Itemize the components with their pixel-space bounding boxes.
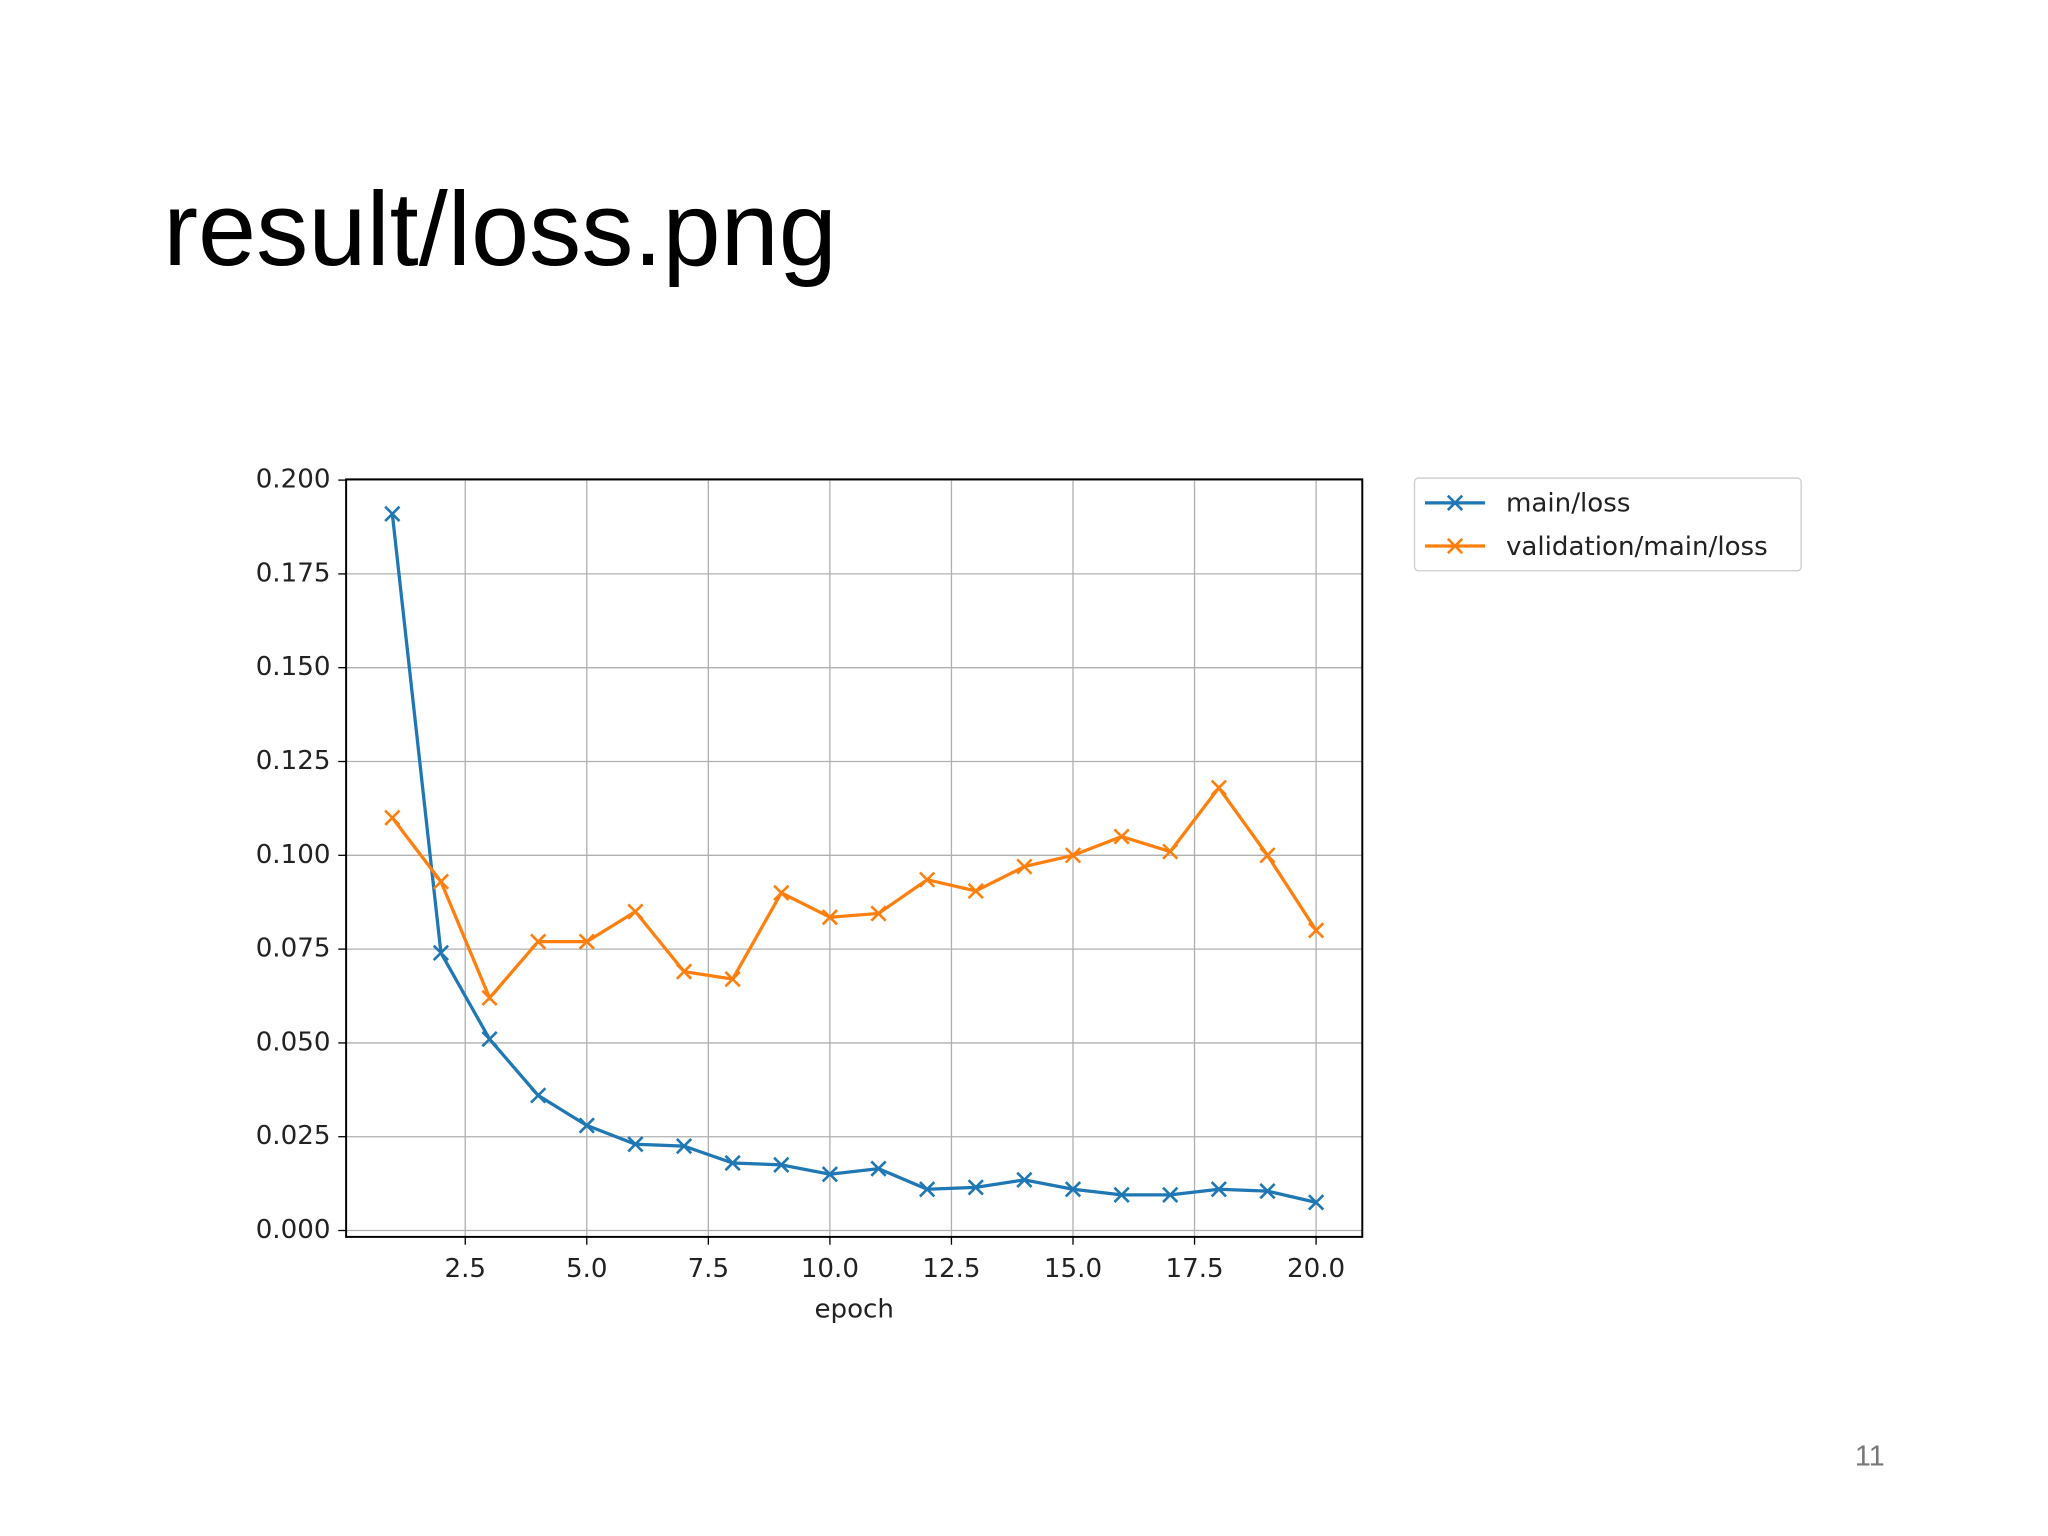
marker [578, 1117, 595, 1134]
marker [384, 809, 401, 826]
x-tick-label: 7.5 [688, 1254, 730, 1284]
y-tick-label: 0.200 [256, 465, 331, 495]
marker [1446, 494, 1464, 511]
page-number: 11 [1855, 1440, 1885, 1472]
marker [1113, 828, 1130, 845]
marker [1162, 843, 1179, 860]
marker [724, 971, 741, 988]
marker [919, 871, 936, 888]
marker [967, 1179, 984, 1196]
marker [821, 1166, 839, 1183]
marker [627, 1136, 644, 1153]
marker [530, 933, 547, 950]
legend-label: validation/main/loss [1506, 532, 1768, 562]
marker [1259, 1183, 1276, 1200]
marker [481, 1031, 498, 1048]
y-tick-label: 0.125 [256, 746, 331, 776]
plot-frame [345, 478, 1364, 1238]
legend-box [1413, 477, 1802, 572]
marker [530, 1087, 547, 1104]
x-tick-label: 17.5 [1165, 1254, 1223, 1284]
marker [578, 933, 595, 950]
y-tick-label: 0.100 [256, 840, 331, 870]
marker [1064, 1181, 1082, 1198]
x-tick-label: 10.0 [801, 1254, 859, 1284]
marker [919, 1181, 936, 1198]
series-line [390, 513, 1317, 1204]
y-tick-label: 0.150 [256, 652, 331, 682]
x-tick-label: 12.5 [922, 1254, 980, 1284]
x-tick-label: 20.0 [1287, 1254, 1345, 1284]
marker [627, 903, 644, 920]
series-line [391, 785, 1318, 1001]
x-tick-label: 15.0 [1044, 1254, 1102, 1284]
marker [1446, 537, 1464, 555]
y-tick-label: 0.075 [256, 934, 331, 964]
slide-title: result/loss.png [163, 171, 837, 288]
marker [870, 905, 887, 922]
marker [1307, 1194, 1325, 1211]
marker [1113, 1186, 1130, 1203]
y-tick-label: 0.175 [256, 558, 331, 588]
marker [481, 989, 498, 1006]
marker [773, 884, 790, 901]
x-tick-label: 5.0 [566, 1254, 608, 1284]
marker [384, 505, 401, 522]
marker [675, 963, 693, 980]
x-tick-label: 2.5 [444, 1254, 486, 1284]
x-axis-label: epoch [814, 1295, 894, 1325]
y-tick-label: 0.000 [256, 1215, 331, 1245]
marker [1162, 1186, 1179, 1203]
marker [432, 873, 450, 890]
marker [1016, 858, 1033, 875]
marker [1307, 922, 1325, 939]
marker [870, 1160, 887, 1177]
marker [432, 944, 450, 961]
legend-label: main/loss [1506, 489, 1630, 519]
marker [675, 1137, 693, 1155]
y-tick-label: 0.050 [256, 1027, 331, 1057]
marker [1064, 847, 1082, 864]
y-tick-label: 0.025 [256, 1121, 331, 1151]
marker [724, 1154, 741, 1172]
marker [773, 1156, 790, 1173]
marker [1210, 779, 1227, 796]
marker [821, 909, 839, 926]
marker [1210, 1181, 1227, 1198]
marker [967, 882, 984, 900]
marker [1259, 847, 1276, 864]
marker [1016, 1171, 1033, 1188]
